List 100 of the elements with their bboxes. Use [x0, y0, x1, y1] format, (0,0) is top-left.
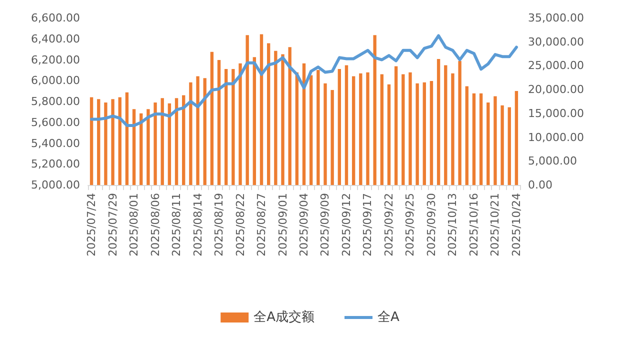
x-tick-label: 2025/10/13	[446, 193, 460, 256]
bar	[132, 109, 136, 185]
bar	[359, 73, 362, 185]
bar	[338, 69, 342, 185]
x-tick-label: 2025/09/12	[340, 193, 353, 256]
y2-tick-label: 35,000.00	[528, 12, 584, 24]
y2-tick-label: 0.00	[528, 178, 552, 192]
bar	[238, 63, 242, 185]
bar	[90, 97, 94, 185]
bar	[217, 60, 221, 185]
bar	[260, 34, 264, 185]
bar	[309, 75, 313, 185]
bar	[514, 91, 518, 185]
x-tick-label: 2025/08/22	[234, 193, 247, 256]
bar	[154, 102, 157, 185]
bar	[366, 72, 370, 185]
y-tick-label: 5,200.00	[31, 158, 80, 171]
x-tick-label: 2025/08/11	[170, 193, 184, 256]
bar	[324, 83, 327, 185]
bar	[408, 72, 412, 185]
y-tick-label: 6,400.00	[31, 32, 80, 46]
bar	[210, 52, 214, 185]
x-tick-label: 2025/09/09	[318, 193, 332, 256]
y2-tick-label: 30,000.00	[528, 35, 584, 48]
bar	[394, 66, 398, 185]
bar	[352, 76, 356, 185]
bar	[444, 65, 448, 185]
bar	[479, 93, 483, 185]
bar	[281, 54, 284, 185]
bar	[387, 84, 391, 185]
bar	[174, 98, 178, 185]
y-tick-label: 5,400.00	[31, 136, 80, 150]
bar	[182, 95, 186, 185]
y2-tick-label: 5,000.00	[528, 154, 577, 168]
bar	[380, 74, 384, 185]
bar	[430, 80, 434, 185]
y-tick-label: 6,600.00	[31, 12, 80, 24]
y-tick-label: 5,000.00	[31, 178, 80, 192]
x-tick-label: 2025/08/19	[212, 193, 226, 256]
bar	[232, 69, 235, 185]
x-tick-label: 2025/08/01	[128, 193, 141, 256]
bar	[436, 59, 440, 185]
x-tick-label: 2025/07/29	[106, 193, 120, 256]
bar	[160, 98, 164, 185]
bar	[486, 102, 490, 185]
x-tick-label: 2025/10/16	[467, 193, 480, 256]
bar	[402, 74, 405, 185]
bar	[168, 103, 172, 185]
bar	[266, 43, 270, 185]
bar	[118, 97, 122, 185]
bar	[416, 83, 419, 185]
bar	[97, 99, 100, 185]
bar	[288, 47, 292, 185]
bar	[494, 96, 497, 185]
x-tick-label: 2025/08/14	[191, 193, 204, 256]
bar	[295, 72, 299, 185]
x-tick-label: 2025/08/27	[255, 193, 268, 256]
x-tick-label: 2025/09/17	[361, 193, 374, 256]
y-tick-label: 5,600.00	[31, 116, 80, 129]
y2-tick-label: 20,000.00	[528, 83, 584, 96]
bar	[252, 57, 256, 185]
bar	[373, 35, 376, 185]
x-tick-label: 2025/09/22	[382, 193, 396, 256]
bar	[330, 90, 334, 185]
legend-label: 全A	[378, 310, 400, 325]
bar	[458, 60, 462, 185]
y2-tick-label: 15,000.00	[528, 106, 584, 120]
bar	[140, 113, 143, 185]
bar	[344, 65, 348, 185]
bar	[422, 82, 426, 185]
x-tick-label: 2025/09/30	[424, 193, 438, 256]
x-tick-label: 2025/09/01	[276, 193, 290, 256]
y2-tick-label: 10,000.00	[528, 130, 584, 144]
bar	[274, 50, 278, 185]
bar	[500, 105, 504, 185]
bar	[451, 73, 454, 185]
bar	[316, 70, 320, 185]
x-tick-label: 2025/09/25	[404, 193, 417, 256]
line-series	[90, 34, 518, 128]
bar	[189, 82, 192, 185]
x-tick-label: 2025/07/24	[85, 193, 98, 256]
y-tick-label: 6,200.00	[31, 53, 80, 66]
x-tick-label: 2025/09/04	[298, 193, 310, 256]
y2-tick-label: 25,000.00	[528, 59, 584, 72]
legend-label: 全A成交额	[254, 309, 315, 325]
bar	[104, 102, 108, 185]
bar	[196, 76, 200, 185]
bar	[203, 78, 206, 185]
x-tick-label: 2025/08/06	[148, 193, 162, 256]
bar	[111, 99, 114, 185]
bar	[246, 35, 249, 185]
bar	[472, 93, 476, 185]
x-tick-label: 2025/10/21	[488, 193, 502, 256]
bar	[146, 109, 150, 185]
bar	[224, 69, 228, 185]
y-tick-label: 5,800.00	[31, 95, 80, 108]
y-tick-label: 6,000.00	[31, 74, 80, 88]
bar	[508, 107, 511, 185]
x-tick-label: 2025/10/24	[510, 193, 523, 256]
bar	[125, 92, 129, 185]
